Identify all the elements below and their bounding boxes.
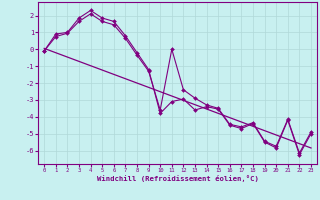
X-axis label: Windchill (Refroidissement éolien,°C): Windchill (Refroidissement éolien,°C)	[97, 175, 259, 182]
